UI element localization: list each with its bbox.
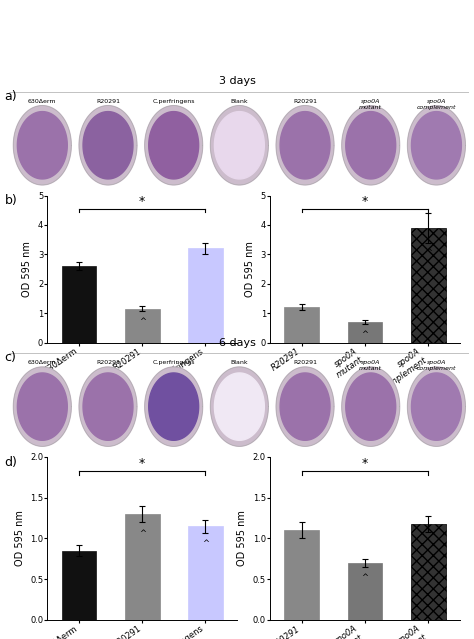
Polygon shape [346,112,396,179]
Text: 630Δerm: 630Δerm [28,98,56,104]
Text: R20291: R20291 [293,98,317,104]
Polygon shape [149,112,199,179]
Bar [62,551,96,620]
Text: ^: ^ [425,249,432,258]
Polygon shape [83,373,133,440]
Bar [411,228,446,343]
Polygon shape [342,105,400,185]
Y-axis label: OD 595 nm: OD 595 nm [15,511,25,566]
Polygon shape [149,373,199,440]
Polygon shape [276,367,334,446]
Text: *: * [139,457,146,470]
Polygon shape [18,373,67,440]
Polygon shape [210,105,268,185]
Text: *: * [362,457,368,470]
Polygon shape [83,112,133,179]
Polygon shape [280,373,330,440]
Bar [125,309,160,343]
Text: R20291: R20291 [293,360,317,365]
Polygon shape [411,373,461,440]
Text: c): c) [5,351,17,364]
Bar [347,563,383,620]
Bar [284,530,319,620]
Polygon shape [79,105,137,185]
Polygon shape [276,105,334,185]
Text: b): b) [5,194,18,207]
Polygon shape [214,373,264,440]
Text: C.perfringens: C.perfringens [153,98,195,104]
Text: spo0A
mutant: spo0A mutant [359,360,382,371]
Y-axis label: OD 595 nm: OD 595 nm [245,241,255,297]
Bar [188,526,223,620]
Text: spo0A
complement: spo0A complement [417,98,456,109]
Y-axis label: OD 595 nm: OD 595 nm [22,241,32,297]
Bar [411,524,446,620]
Bar [347,322,383,343]
Polygon shape [408,367,465,446]
Text: spo0A
complement: spo0A complement [417,360,456,371]
Polygon shape [280,112,330,179]
Bar [284,307,319,343]
Text: R20291: R20291 [96,360,120,365]
Polygon shape [346,373,396,440]
Text: Blank: Blank [230,360,248,365]
Y-axis label: OD 595 nm: OD 595 nm [237,511,247,566]
Bar [188,249,223,343]
Text: R20291: R20291 [96,98,120,104]
Text: ^: ^ [139,317,146,326]
Text: ^: ^ [202,539,209,548]
Text: 6 days: 6 days [219,337,255,348]
Polygon shape [13,367,71,446]
Text: ^: ^ [139,528,146,537]
Bar [62,266,96,343]
Text: 3 days: 3 days [219,76,255,86]
Polygon shape [342,367,400,446]
Bar [125,514,160,620]
Text: a): a) [5,90,18,103]
Text: ^: ^ [362,573,368,582]
Polygon shape [210,367,268,446]
Text: C.perfringens: C.perfringens [153,360,195,365]
Polygon shape [214,112,264,179]
Text: *: * [362,195,368,208]
Text: ^: ^ [362,330,368,339]
Polygon shape [408,105,465,185]
Text: 630Δerm: 630Δerm [28,360,56,365]
Text: spo0A
mutant: spo0A mutant [359,98,382,109]
Polygon shape [411,112,461,179]
Polygon shape [145,105,202,185]
Polygon shape [79,367,137,446]
Text: d): d) [5,456,18,468]
Polygon shape [145,367,202,446]
Text: Blank: Blank [230,98,248,104]
Polygon shape [18,112,67,179]
Polygon shape [13,105,71,185]
Text: *: * [139,195,146,208]
